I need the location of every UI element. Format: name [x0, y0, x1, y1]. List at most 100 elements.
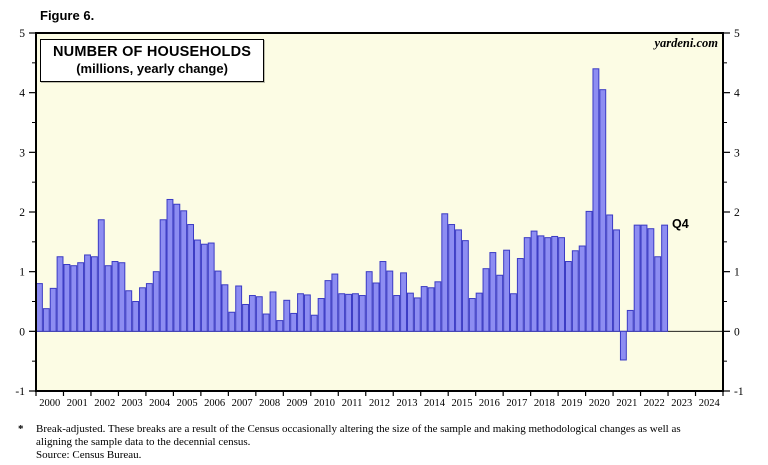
q4-annotation: Q4: [672, 217, 689, 231]
bar-2007Q4: [248, 295, 256, 332]
bar-2010Q3: [324, 280, 332, 332]
bar-2001Q1: [63, 264, 71, 332]
x-axis-year-label: 2023: [671, 398, 692, 409]
y-axis-label-left: 4: [19, 88, 25, 100]
footnote-source: Source: Census Bureau.: [36, 449, 142, 461]
bar-2016Q4: [496, 274, 504, 332]
bar-2000Q3: [49, 287, 57, 332]
bar-2015Q2: [455, 229, 462, 332]
y-axis-label-left: 3: [19, 147, 25, 159]
figure-label: Figure 6.: [40, 8, 95, 23]
bar-2017Q3: [516, 258, 524, 332]
y-axis-label-left: 0: [19, 326, 25, 338]
y-axis-label-left: 1: [19, 267, 25, 279]
footnote-asterisk: *: [18, 423, 24, 435]
bar-2017Q4: [523, 237, 531, 332]
bar-2015Q4: [468, 298, 476, 332]
bar-2011Q2: [345, 293, 353, 332]
bar-2013Q4: [413, 297, 421, 332]
bar-2009Q4: [303, 294, 311, 332]
bar-2003Q3: [132, 301, 140, 332]
bar-2004Q4: [166, 198, 174, 332]
x-axis-year-label: 2014: [424, 398, 446, 409]
bar-2000Q2: [42, 308, 50, 332]
bar-2011Q1: [338, 293, 346, 332]
bar-2002Q2: [97, 219, 105, 332]
footnote: * Break-adjusted. These breaks are a res…: [18, 423, 681, 462]
x-axis-year-label: 2010: [314, 398, 335, 409]
bar-2006Q3: [214, 270, 222, 332]
bar-2008Q3: [269, 291, 277, 332]
bar-2000Q1: [36, 283, 43, 332]
bar-2014Q2: [427, 287, 435, 332]
bar-2022Q2: [647, 228, 655, 332]
x-axis-year-label: 2002: [94, 398, 115, 409]
bar-2002Q4: [111, 261, 119, 332]
chart-title-box: NUMBER OF HOUSEHOLDS (millions, yearly c…: [40, 39, 265, 82]
bar-2011Q4: [358, 295, 366, 332]
bar-2020Q3: [599, 89, 607, 332]
bar-2019Q2: [564, 261, 572, 332]
bar-2010Q4: [331, 273, 339, 332]
bar-2015Q3: [461, 240, 469, 332]
watermark: yardeni.com: [654, 36, 718, 50]
bar-2017Q1: [503, 249, 511, 332]
y-axis-label-right: 5: [734, 28, 740, 40]
bar-2014Q4: [441, 213, 449, 332]
bar-2018Q1: [530, 230, 538, 332]
x-axis-year-label: 2001: [67, 398, 88, 409]
bar-2005Q4: [194, 239, 201, 332]
x-axis-year-label: 2018: [534, 398, 555, 409]
x-axis-year-label: 2021: [616, 398, 637, 409]
bar-2017Q2: [510, 293, 517, 332]
bar-2020Q4: [606, 214, 614, 332]
bar-2001Q4: [84, 254, 91, 332]
bar-2021Q4: [633, 224, 641, 332]
x-axis-year-label: 2020: [589, 398, 610, 409]
bar-2014Q3: [434, 281, 442, 332]
y-axis-label-right: 1: [734, 267, 740, 279]
bar-2016Q1: [475, 292, 483, 332]
bar-2003Q2: [125, 290, 133, 332]
bar-2005Q2: [180, 210, 188, 332]
x-axis-year-label: 2011: [342, 398, 363, 409]
x-axis-year-label: 2015: [451, 398, 472, 409]
bar-2021Q1: [613, 229, 620, 332]
x-axis-year-label: 2007: [232, 398, 253, 409]
bar-2006Q4: [221, 284, 229, 332]
bar-2021Q3: [626, 309, 634, 332]
bar-2001Q2: [70, 265, 78, 332]
x-axis-year-label: 2016: [479, 398, 500, 409]
bar-2008Q4: [276, 320, 284, 332]
bar-2022Q4: [661, 224, 669, 332]
chart-subtitle: (millions, yearly change): [76, 61, 228, 76]
bar-2018Q4: [551, 235, 559, 332]
bar-2004Q3: [159, 219, 167, 332]
bar-2004Q1: [145, 283, 153, 332]
bar-2015Q1: [448, 224, 456, 332]
bar-2012Q3: [379, 261, 387, 332]
bar-2007Q3: [242, 303, 249, 332]
y-axis-label-right: 3: [734, 147, 740, 159]
bar-2018Q2: [537, 235, 545, 332]
bar-2013Q2: [400, 272, 407, 332]
bar-2013Q3: [406, 292, 414, 332]
bar-2002Q3: [104, 265, 112, 332]
bar-2013Q1: [393, 295, 401, 332]
bar-2003Q1: [118, 262, 126, 332]
bar-2020Q2: [592, 68, 600, 332]
x-axis-year-label: 2004: [149, 398, 171, 409]
bar-2018Q3: [544, 237, 552, 332]
bar-2009Q1: [283, 299, 291, 332]
bar-2016Q2: [482, 268, 490, 332]
x-axis-year-label: 2000: [39, 398, 60, 409]
x-axis-year-label: 2005: [177, 398, 198, 409]
bar-2022Q1: [640, 224, 648, 332]
bar-2012Q4: [386, 270, 394, 332]
bar-2010Q2: [317, 298, 325, 332]
bar-2019Q3: [571, 250, 579, 332]
x-axis-year-label: 2012: [369, 398, 390, 409]
footnote-line-1: Break-adjusted. These breaks are a resul…: [36, 423, 681, 435]
